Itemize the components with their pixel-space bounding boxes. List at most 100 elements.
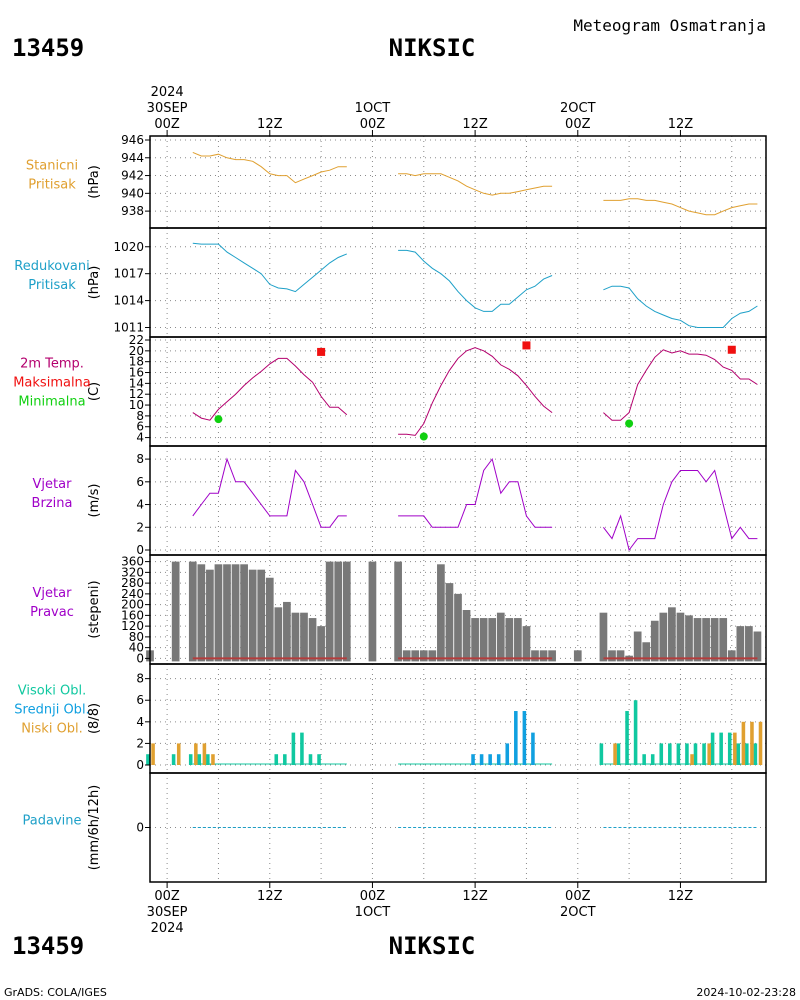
wind-dir-bar bbox=[231, 564, 240, 662]
low-cloud-bar bbox=[750, 721, 754, 765]
series-line-station_pressure bbox=[398, 173, 553, 196]
y-tick-label: 12 bbox=[129, 387, 144, 401]
wind-dir-bar bbox=[702, 618, 710, 662]
series-line-reduced_pressure bbox=[398, 249, 553, 312]
high-cloud-bar bbox=[308, 754, 313, 765]
time-label-top: 30SEP bbox=[147, 101, 188, 116]
y-tick-label: 6 bbox=[136, 475, 144, 489]
y-axis-label: (stepeni) bbox=[87, 580, 102, 638]
y-axis-label: (C) bbox=[87, 382, 102, 401]
mid-cloud-bar bbox=[488, 754, 492, 765]
y-tick-label: 8 bbox=[136, 409, 144, 423]
mid-cloud-bar bbox=[479, 754, 484, 765]
high-cloud-bar bbox=[676, 743, 681, 765]
time-label-top: 00Z bbox=[360, 117, 386, 132]
wind-dir-bar bbox=[214, 564, 223, 662]
station-name-bottom: NIKSIC bbox=[389, 932, 476, 960]
frame-layer bbox=[145, 130, 767, 888]
panel-label: Pritisak bbox=[28, 178, 76, 193]
series-line-temperature bbox=[192, 357, 348, 421]
low-cloud-bar bbox=[758, 721, 763, 765]
high-cloud-bar bbox=[616, 743, 621, 765]
mid-cloud-bar bbox=[505, 743, 510, 765]
wind-dir-bar bbox=[659, 612, 668, 662]
wind-dir-bar bbox=[685, 615, 693, 662]
high-cloud-bar bbox=[625, 711, 629, 765]
y-tick-label: 40 bbox=[129, 641, 144, 655]
wind-dir-bar bbox=[514, 618, 522, 662]
y-tick-label: 240 bbox=[121, 587, 144, 601]
wind-dir-bar bbox=[573, 650, 582, 662]
wind-dir-bar bbox=[531, 650, 539, 662]
low-cloud-bar bbox=[202, 743, 207, 765]
high-cloud-bar bbox=[710, 732, 715, 765]
tmin-point bbox=[625, 419, 634, 428]
wind-dir-bar bbox=[394, 561, 402, 662]
y-tick-label: 6 bbox=[136, 693, 144, 707]
wind-dir-bar bbox=[479, 618, 488, 662]
wind-dir-bar bbox=[317, 626, 325, 662]
wind-dir-bar bbox=[368, 561, 377, 662]
wind-dir-bar bbox=[642, 642, 651, 662]
series-line-wind_speed bbox=[192, 457, 347, 528]
y-tick-label: 2 bbox=[136, 736, 144, 750]
y-tick-label: 80 bbox=[129, 630, 144, 644]
wind-dir-bar bbox=[633, 631, 642, 662]
panel-label: Minimalna bbox=[18, 395, 85, 410]
mid-cloud-bar bbox=[522, 711, 527, 765]
high-cloud-bar bbox=[719, 732, 723, 765]
wind-dir-bar bbox=[240, 564, 248, 662]
time-label-top: 1OCT bbox=[355, 101, 391, 116]
wind-dir-bar bbox=[693, 618, 702, 662]
station-id-bottom: 13459 bbox=[12, 932, 84, 960]
time-label-bottom: 00Z bbox=[565, 889, 591, 904]
wind-dir-bar bbox=[676, 612, 685, 662]
y-tick-label: 280 bbox=[121, 576, 144, 590]
y-tick-label: 14 bbox=[129, 376, 144, 390]
wind-dir-bar bbox=[206, 569, 214, 662]
wind-dir-bar bbox=[505, 618, 514, 662]
wind-dir-bar bbox=[283, 601, 291, 662]
tmax-point bbox=[317, 347, 326, 356]
wind-dir-bar bbox=[197, 564, 206, 662]
time-label-bottom: 2024 bbox=[151, 921, 184, 936]
series-line-station_pressure bbox=[192, 151, 347, 184]
high-cloud-bar bbox=[650, 754, 655, 765]
time-label-bottom: 00Z bbox=[154, 889, 180, 904]
high-cloud-bar bbox=[668, 743, 672, 765]
wind-dir-bar bbox=[265, 577, 274, 662]
panel-label: 2m Temp. bbox=[20, 357, 84, 372]
y-axis-label: (hPa) bbox=[87, 266, 102, 300]
y-tick-label: 16 bbox=[129, 366, 144, 380]
high-cloud-bar bbox=[171, 754, 176, 765]
time-label-bottom: 00Z bbox=[360, 889, 386, 904]
y-tick-label: 942 bbox=[121, 169, 144, 183]
high-cloud-bar bbox=[274, 754, 279, 765]
time-label-bottom: 12Z bbox=[257, 889, 283, 904]
y-tick-label: 0 bbox=[136, 651, 144, 665]
wind-dir-bar bbox=[522, 626, 531, 662]
y-tick-label: 944 bbox=[121, 151, 144, 165]
y-tick-label: 22 bbox=[129, 333, 144, 347]
high-cloud-bar bbox=[685, 743, 689, 765]
wind-dir-bar bbox=[428, 650, 437, 662]
low-cloud-bar bbox=[211, 754, 215, 765]
wind-dir-bar bbox=[668, 607, 676, 662]
wind-dir-bar bbox=[608, 650, 616, 662]
y-tick-label: 1017 bbox=[113, 267, 144, 281]
y-tick-label: 0 bbox=[136, 543, 144, 557]
y-tick-label: 20 bbox=[129, 344, 144, 358]
time-label-top: 00Z bbox=[154, 117, 180, 132]
panel-label: Stanicni bbox=[26, 159, 78, 174]
grid-layer bbox=[150, 136, 766, 882]
wind-dir-bar bbox=[300, 612, 308, 662]
y-tick-label: 4 bbox=[136, 498, 144, 512]
wind-dir-bar bbox=[745, 626, 753, 662]
wind-dir-bar bbox=[437, 564, 445, 662]
low-cloud-bar bbox=[151, 743, 155, 765]
y-tick-label: 4 bbox=[136, 431, 144, 445]
timestamp-text: 2024-10-02-23:28 bbox=[696, 986, 796, 999]
y-tick-label: 1014 bbox=[113, 294, 144, 308]
y-tick-label: 18 bbox=[129, 355, 144, 369]
series-line-wind_speed bbox=[398, 457, 553, 528]
